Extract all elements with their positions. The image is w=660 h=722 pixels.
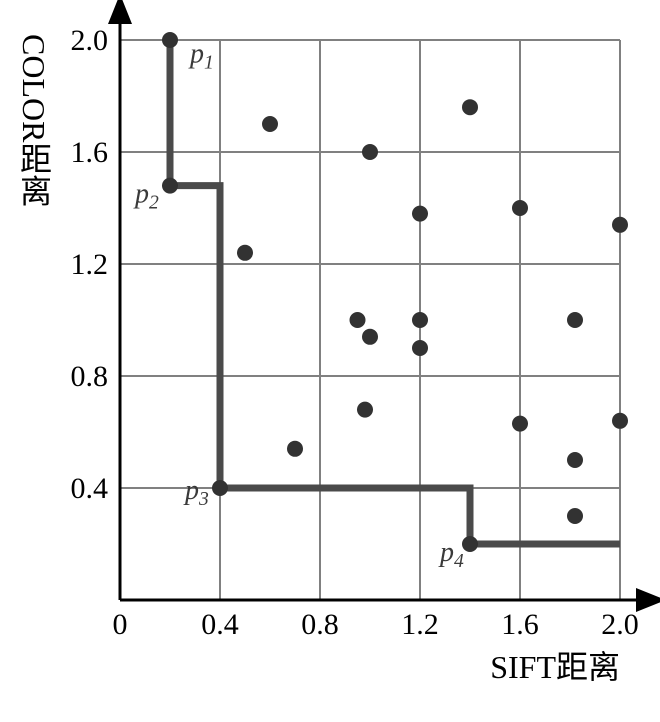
y-tick-label: 1.2 xyxy=(71,248,109,281)
data-point xyxy=(362,329,378,345)
data-point xyxy=(462,536,478,552)
data-point xyxy=(567,312,583,328)
scatter-chart: 0 0.4 0.8 1.2 1.6 2.0 0.4 0.8 1.2 1.6 2.0 SIFT距离 COL… xyxy=(0,0,660,722)
y-axis-label: COLOR距离 xyxy=(16,34,52,207)
x-tick-label: 0.8 xyxy=(301,608,339,641)
x-axis-label: SIFT距离 xyxy=(490,649,620,685)
chart-svg: 0 0.4 0.8 1.2 1.6 2.0 0.4 0.8 1.2 1.6 2.0 SIFT距离 COL… xyxy=(0,0,660,722)
data-point xyxy=(287,441,303,457)
data-point xyxy=(262,116,278,132)
data-point xyxy=(612,217,628,233)
x-tick-label: 1.6 xyxy=(501,608,539,641)
data-point xyxy=(412,206,428,222)
data-point xyxy=(237,245,253,261)
data-point xyxy=(512,416,528,432)
data-point xyxy=(462,99,478,115)
y-tick-label: 0.4 xyxy=(71,472,109,505)
x-tick-label: 2.0 xyxy=(601,608,639,641)
data-point xyxy=(162,32,178,48)
data-point xyxy=(350,312,366,328)
y-tick-label: 2.0 xyxy=(71,24,109,57)
data-point xyxy=(362,144,378,160)
x-tick-label: 0.4 xyxy=(201,608,239,641)
data-point xyxy=(412,340,428,356)
x-tick-label: 1.2 xyxy=(401,608,439,641)
data-point xyxy=(212,480,228,496)
data-point xyxy=(567,452,583,468)
x-tick-label: 0 xyxy=(113,608,128,641)
data-point xyxy=(512,200,528,216)
data-point xyxy=(357,402,373,418)
data-point xyxy=(162,178,178,194)
data-point xyxy=(412,312,428,328)
y-tick-label: 1.6 xyxy=(71,136,109,169)
data-point xyxy=(567,508,583,524)
data-point xyxy=(612,413,628,429)
y-tick-label: 0.8 xyxy=(71,360,109,393)
